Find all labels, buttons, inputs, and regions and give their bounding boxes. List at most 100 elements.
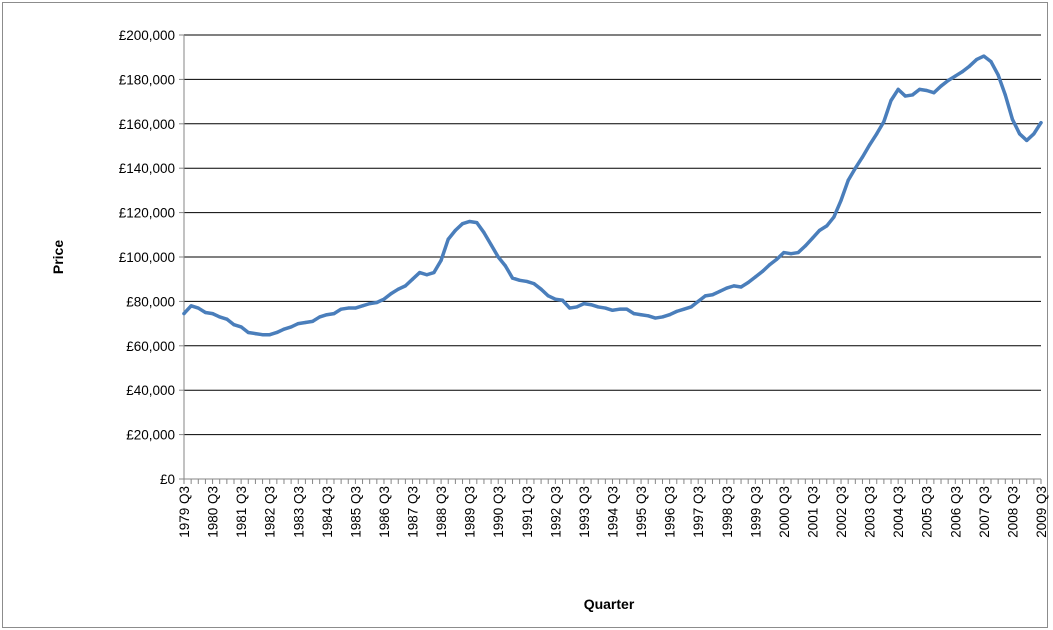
data-point <box>989 60 993 64</box>
y-tick-label: £180,000 <box>119 72 175 87</box>
data-point <box>532 282 536 286</box>
data-point <box>460 222 465 226</box>
data-point <box>203 310 208 315</box>
data-point <box>768 263 772 267</box>
data-point <box>210 312 215 316</box>
gridlines <box>179 34 1041 480</box>
data-point <box>596 305 600 309</box>
x-tick-label: 2001 Q3 <box>805 486 820 538</box>
data-point <box>646 314 650 318</box>
x-tick-label: 1981 Q3 <box>234 486 249 538</box>
data-point <box>725 286 729 290</box>
x-tick-label: 1997 Q3 <box>691 486 706 538</box>
data-point <box>1010 117 1015 121</box>
data-point <box>453 228 457 232</box>
data-point <box>282 327 286 331</box>
data-point <box>732 284 736 288</box>
x-tick-label: 1984 Q3 <box>320 486 335 538</box>
x-tick-label: 1993 Q3 <box>577 486 592 538</box>
data-point <box>368 302 372 306</box>
y-tick-label: £60,000 <box>126 339 175 354</box>
x-tick-label: 2004 Q3 <box>891 486 906 538</box>
data-point <box>603 306 607 310</box>
data-point <box>525 279 529 284</box>
data-point <box>875 132 879 136</box>
data-point <box>403 284 407 288</box>
data-point <box>410 277 415 281</box>
data-point <box>689 305 693 309</box>
data-point <box>682 307 686 311</box>
x-tick-label: 1992 Q3 <box>548 486 563 538</box>
x-tick-label: 1991 Q3 <box>520 486 535 538</box>
data-point <box>846 178 850 183</box>
data-point <box>468 219 472 224</box>
data-point <box>268 333 272 337</box>
data-point <box>1032 132 1036 136</box>
y-tick-label: £20,000 <box>126 428 175 443</box>
x-tick-label: 1980 Q3 <box>206 486 221 538</box>
data-point <box>696 299 700 303</box>
data-point <box>425 273 429 277</box>
x-tick-label: 1999 Q3 <box>748 486 763 538</box>
data-point <box>932 91 936 95</box>
data-point <box>389 292 393 296</box>
y-tick-label: £200,000 <box>119 28 175 43</box>
data-point <box>703 294 707 298</box>
data-point <box>625 307 629 311</box>
y-tick-label: £80,000 <box>126 294 175 309</box>
data-point <box>653 316 657 320</box>
data-point <box>917 87 922 91</box>
data-point <box>589 303 593 307</box>
data-point <box>382 297 386 301</box>
data-point <box>796 250 800 255</box>
data-point <box>753 275 757 279</box>
data-point <box>503 264 507 268</box>
data-point <box>960 70 965 74</box>
data-point <box>910 93 915 97</box>
data-point <box>668 313 672 317</box>
data-point <box>260 333 265 337</box>
x-tick-labels: 1979 Q3 1980 Q3 1981 Q3 1982 Q3 1983 Q3 1984 … <box>177 486 1049 538</box>
data-point <box>903 94 907 98</box>
x-tick-label: 2005 Q3 <box>920 486 935 538</box>
data-point <box>739 285 743 289</box>
data-point <box>760 269 765 274</box>
data-point <box>946 78 950 83</box>
data-point <box>418 270 422 275</box>
data-point <box>718 289 722 294</box>
data-point <box>889 98 893 103</box>
data-point <box>882 119 886 124</box>
data-point <box>553 297 557 301</box>
data-point <box>825 224 829 228</box>
x-tick-label: 2003 Q3 <box>863 486 878 538</box>
data-point <box>582 302 586 306</box>
data-point <box>896 87 900 91</box>
data-point <box>518 278 522 282</box>
data-point <box>346 306 350 310</box>
x-tick-label: 2009 Q3 <box>1034 486 1049 538</box>
y-tick-label: £40,000 <box>126 383 175 398</box>
data-point <box>660 315 665 319</box>
x-tick-label: 2007 Q3 <box>977 486 992 538</box>
data-point <box>475 220 479 225</box>
x-tick-label: 2000 Q3 <box>777 486 792 538</box>
data-point <box>225 317 229 321</box>
data-point <box>218 315 222 319</box>
data-point <box>982 54 986 58</box>
data-point <box>432 270 436 275</box>
data-point <box>482 230 486 235</box>
x-tick-label: 2008 Q3 <box>1005 486 1020 538</box>
price-series-line <box>182 54 1043 337</box>
data-point <box>996 73 1000 77</box>
data-point <box>189 304 193 308</box>
x-tick-label: 1987 Q3 <box>406 486 421 538</box>
x-tick-label: 2006 Q3 <box>948 486 963 538</box>
data-point <box>353 306 357 310</box>
data-point <box>746 280 750 285</box>
data-point <box>253 331 258 336</box>
data-point <box>546 294 550 298</box>
data-point <box>310 319 315 323</box>
data-point <box>232 323 236 327</box>
